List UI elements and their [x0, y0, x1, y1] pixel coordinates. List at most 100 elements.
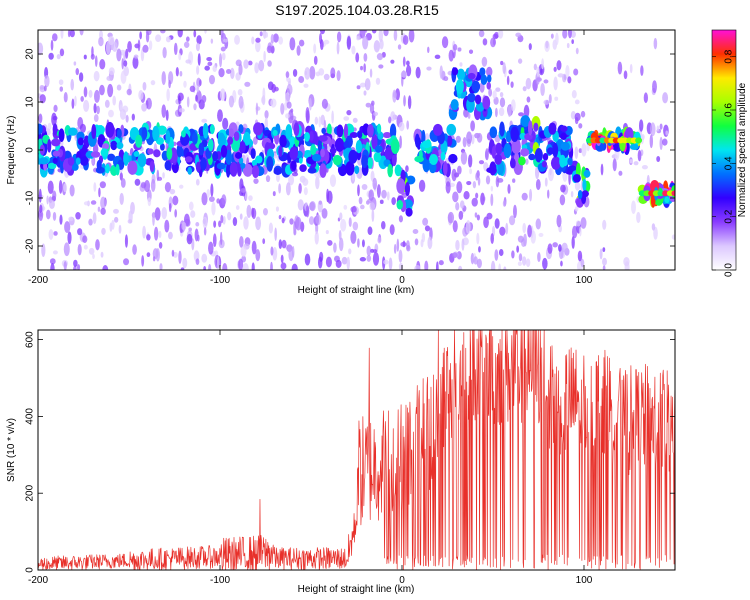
spectrogram-speckle: [186, 233, 193, 245]
spectrogram-speckle: [380, 221, 386, 230]
spectrogram-speckle: [363, 90, 367, 96]
colorbar-tick-label: 0.0: [724, 263, 735, 277]
spectrogram-speckle: [304, 253, 311, 266]
spectrogram-speckle: [506, 75, 510, 86]
spectrogram-speckle: [303, 187, 308, 196]
spectrogram-speckle: [178, 250, 182, 264]
spectrogram-speckle: [568, 30, 572, 39]
spectrogram-speckle: [336, 41, 340, 55]
spectrogram-speckle: [112, 95, 117, 106]
spectrogram-speckle: [166, 88, 170, 102]
spectrogram-speckle: [195, 94, 198, 102]
spectrogram-speckle: [650, 122, 656, 137]
spectrogram-cell: [520, 148, 530, 157]
spectrogram-cell: [225, 163, 231, 178]
spectrogram-cell: [583, 169, 591, 178]
spectrogram-speckle: [77, 243, 82, 256]
spectrogram-speckle: [83, 54, 87, 60]
spectrogram-speckle: [602, 247, 606, 253]
spectrogram-speckle: [339, 212, 343, 221]
spectrogram-cell: [141, 127, 148, 140]
spectrogram-speckle: [285, 71, 290, 79]
spectrogram-speckle: [218, 220, 222, 228]
spectrogram-speckle: [238, 95, 244, 109]
spectrogram-cell: [116, 128, 122, 139]
spectrogram-speckle: [132, 244, 137, 255]
spectrogram-speckle: [457, 165, 462, 175]
colorbar-tick-label: 0.4: [724, 156, 735, 170]
spectrogram-cell: [373, 151, 382, 163]
spectrogram-speckle: [39, 211, 43, 217]
spectrogram-speckle: [502, 200, 507, 207]
spectrogram-speckle: [400, 70, 408, 78]
spectrogram-speckle: [160, 30, 166, 34]
spectrogram-speckle: [368, 189, 374, 201]
spectrogram-speckle: [207, 61, 213, 67]
spectrogram-cell: [581, 193, 587, 205]
spectrogram-speckle: [320, 30, 325, 35]
spectrogram-cell: [96, 159, 102, 171]
spectrogram-speckle: [83, 201, 90, 206]
spectrogram-speckle: [94, 55, 98, 67]
spectrogram-speckle: [218, 53, 223, 68]
spectrogram-speckle: [204, 30, 207, 34]
spectrogram-cell: [251, 165, 260, 178]
spectrogram-speckle: [580, 258, 585, 268]
spectrogram-speckle: [183, 41, 190, 48]
spectrogram-cell: [527, 120, 533, 136]
spectrogram-cell: [486, 167, 496, 174]
spectrogram-speckle: [183, 80, 187, 88]
spectrogram-cell: [361, 154, 368, 169]
spectrogram-speckle: [92, 212, 97, 225]
spectrogram-speckle: [355, 52, 360, 63]
spectrogram-speckle: [544, 177, 548, 187]
spectrogram-speckle: [83, 86, 88, 98]
spectrogram-speckle: [313, 55, 318, 66]
spectrogram-speckle: [142, 44, 149, 53]
spectrogram-speckle: [379, 199, 384, 205]
spectrogram-speckle: [162, 172, 165, 179]
spectrogram-speckle: [152, 256, 156, 262]
spectrogram-speckle: [405, 64, 412, 77]
spectrogram-speckle: [631, 200, 636, 214]
spectrogram-speckle: [169, 188, 176, 195]
spectrogram-speckle: [640, 65, 644, 76]
spectrogram-speckle: [253, 178, 259, 184]
spectrogram-cell: [394, 164, 402, 177]
spectrogram-cell: [664, 196, 670, 204]
spectrogram-speckle: [414, 264, 421, 270]
spectrogram-speckle: [365, 102, 372, 108]
spectrogram-speckle: [562, 30, 568, 39]
spectrogram-speckle: [39, 94, 46, 104]
spectrogram-speckle: [478, 30, 485, 38]
spectrogram-speckle: [75, 68, 80, 76]
spectrogram-speckle: [435, 261, 439, 270]
spectrogram-speckle: [346, 35, 352, 50]
spectrogram-cell: [137, 153, 147, 168]
spectrogram-speckle: [508, 69, 513, 75]
spectrogram-speckle: [363, 52, 368, 62]
spectrogram-speckle: [388, 116, 392, 124]
x-tick-label: 100: [576, 575, 593, 586]
spectrogram-speckle: [75, 212, 81, 220]
spectrogram-speckle: [663, 124, 669, 137]
spectrogram-speckle: [465, 220, 471, 235]
spectrogram-cell: [298, 157, 303, 164]
spectrogram-speckle: [378, 30, 384, 43]
spectrogram-speckle: [486, 66, 493, 77]
spectrogram-speckle: [210, 38, 214, 44]
spectrogram-speckle: [455, 239, 460, 251]
spectrogram-speckle: [507, 105, 512, 118]
spectrogram-cell: [191, 132, 198, 145]
spectrogram-speckle: [302, 178, 309, 186]
spectrogram-cell: [429, 153, 438, 166]
spectrogram-speckle: [496, 178, 504, 183]
spectrogram-speckle: [540, 82, 545, 97]
spectrogram-speckle: [278, 36, 284, 45]
spectrogram-speckle: [120, 178, 126, 188]
spectrogram-cell: [560, 125, 568, 132]
spectrogram-speckle: [498, 107, 505, 117]
spectrogram-speckle: [45, 209, 51, 220]
spectrogram-speckle: [262, 207, 268, 216]
spectrogram-speckle: [100, 196, 107, 210]
